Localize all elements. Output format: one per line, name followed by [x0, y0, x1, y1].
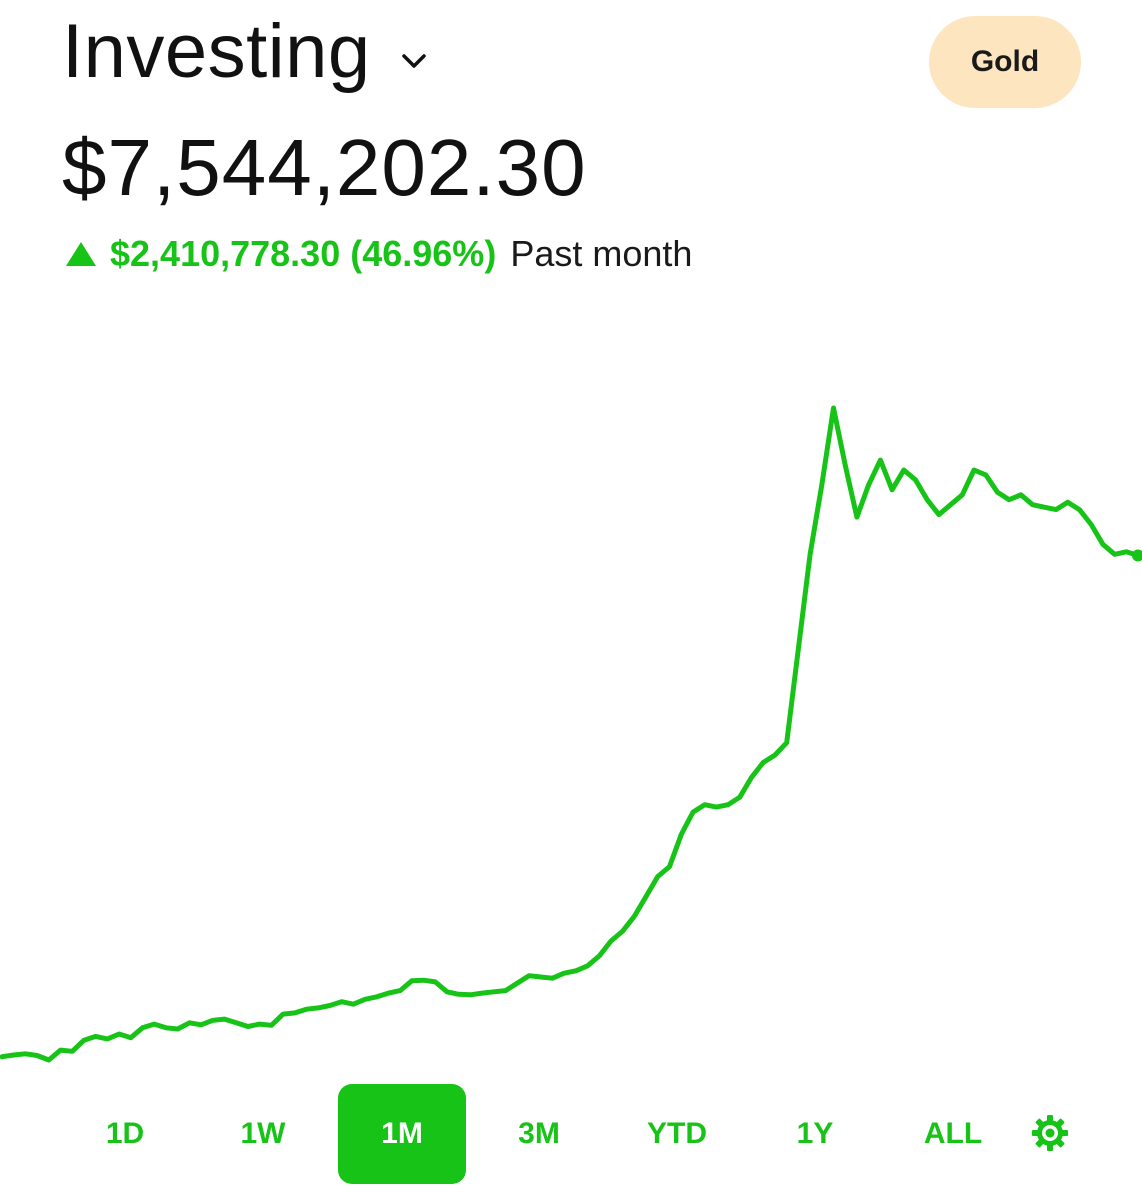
- range-3m-button[interactable]: 3M: [484, 1084, 594, 1184]
- range-selector: 1D 1W 1M 3M YTD 1Y ALL: [0, 1084, 1142, 1184]
- range-1m-button[interactable]: 1M: [338, 1084, 466, 1184]
- performance-change: $2,410,778.30 (46.96%) Past month: [66, 236, 692, 272]
- range-1w-button[interactable]: 1W: [208, 1084, 318, 1184]
- account-switcher[interactable]: Investing: [62, 14, 431, 90]
- range-ytd-button[interactable]: YTD: [622, 1084, 732, 1184]
- page-title: Investing: [62, 9, 371, 94]
- change-percent: (46.96%): [350, 233, 497, 274]
- gold-button[interactable]: Gold: [929, 16, 1081, 108]
- chevron-down-icon: [397, 44, 431, 78]
- range-all-button[interactable]: ALL: [898, 1084, 1008, 1184]
- range-1y-button[interactable]: 1Y: [760, 1084, 870, 1184]
- portfolio-balance: $7,544,202.30: [62, 123, 587, 212]
- line-chart: [0, 405, 1142, 1063]
- current-value-dot: [1132, 549, 1142, 562]
- range-1d-button[interactable]: 1D: [70, 1084, 180, 1184]
- portfolio-chart[interactable]: [0, 360, 1142, 1080]
- triangle-up-icon: [66, 242, 96, 266]
- change-period: Past month: [510, 233, 693, 274]
- change-amount: $2,410,778.30: [110, 233, 341, 274]
- series-line: [0, 405, 1141, 1063]
- gear-icon: [1030, 1113, 1070, 1156]
- chart-settings-button[interactable]: [1022, 1084, 1078, 1184]
